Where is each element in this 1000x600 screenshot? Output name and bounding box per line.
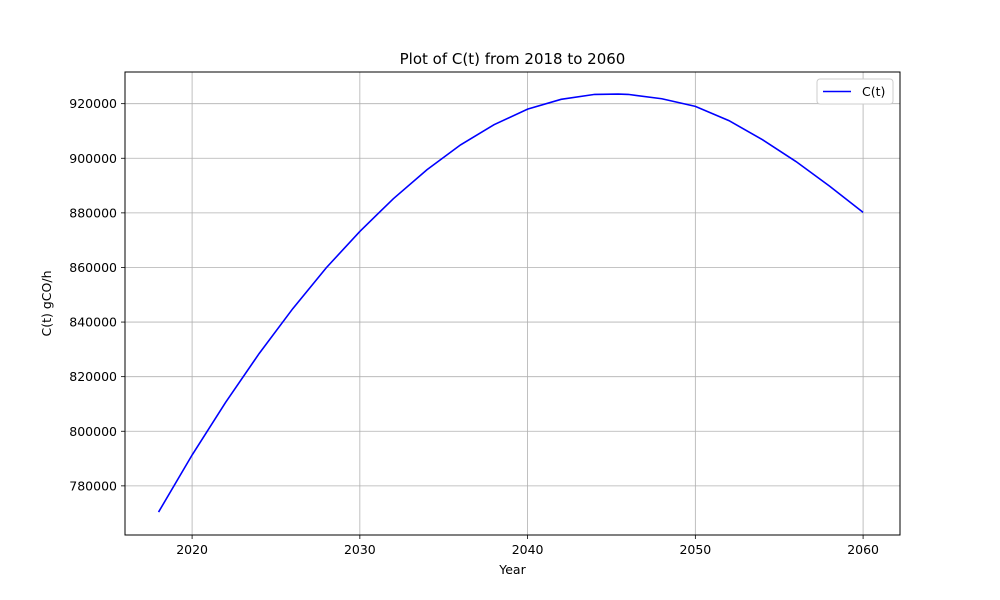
series-line-ct: [157, 93, 864, 513]
legend-label-ct: C(t): [862, 84, 885, 99]
y-tick-label: 780000: [69, 478, 117, 493]
x-axis-label: Year: [498, 562, 526, 577]
legend-box: [816, 78, 894, 105]
chart-title: Plot of C(t) from 2018 to 2060: [400, 50, 626, 68]
y-tick-label: 920000: [69, 96, 117, 111]
y-tick-label: 860000: [69, 260, 117, 275]
y-tick-label: 800000: [69, 424, 117, 439]
x-tick-label: 2050: [679, 542, 711, 557]
x-tick-label: 2040: [512, 542, 544, 557]
x-axis-ticks: 2020 2030 2040 2050 2060: [176, 535, 879, 557]
plot-area-frame: [124, 71, 901, 536]
y-tick-label: 880000: [69, 205, 117, 220]
y-tick-label: 840000: [69, 315, 117, 330]
legend: C(t): [816, 78, 894, 105]
y-axis-label: C(t) gCO/h: [39, 271, 54, 337]
x-tick-label: 2020: [176, 542, 208, 557]
y-tick-label: 820000: [69, 369, 117, 384]
y-axis-ticks: 780000 800000 820000 840000 860000 880000 9000…: [69, 96, 125, 493]
y-tick-label: 900000: [69, 151, 117, 166]
x-tick-label: 2060: [847, 542, 879, 557]
grid: [125, 72, 900, 535]
x-tick-label: 2030: [344, 542, 376, 557]
